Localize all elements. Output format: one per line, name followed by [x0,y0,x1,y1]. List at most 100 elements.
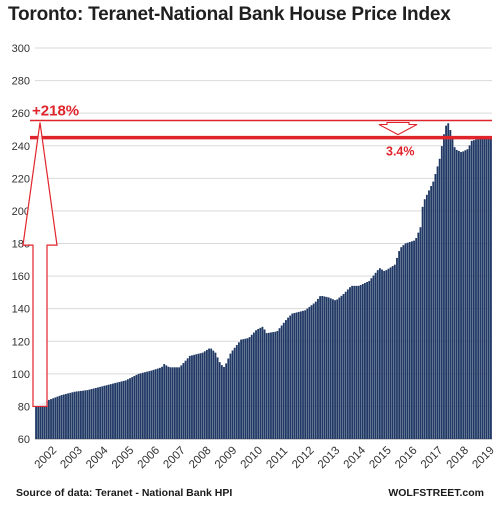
data-bar [197,353,200,439]
data-bar [39,404,42,439]
x-tick-label: 2010 [239,445,266,472]
data-bar [413,240,415,439]
data-bar [109,384,112,439]
data-bar [393,264,396,439]
data-bar [285,320,287,439]
data-bar [368,280,371,439]
y-tick-label: 260 [12,108,30,120]
data-bar [84,390,87,439]
data-bar [374,272,377,439]
data-bar [291,313,294,439]
data-bar [272,332,275,439]
data-bar [114,383,116,439]
data-bar [180,365,183,439]
data-bar [430,186,433,439]
data-bar [223,366,225,439]
data-bar [167,366,170,439]
data-bar [453,147,456,439]
data-bar [370,278,373,439]
y-tick-label: 280 [12,76,30,88]
data-bar [366,281,368,439]
data-bar [62,394,65,439]
data-bar [479,138,482,439]
data-bar [137,373,140,439]
data-bar [340,295,343,439]
data-bar [302,310,304,439]
data-bar [41,403,44,439]
data-bar [238,342,240,439]
x-tick-label: 2002 [33,445,60,472]
data-bar [244,338,247,439]
data-bar [297,311,300,439]
data-bar [274,331,277,439]
data-bar [56,396,59,439]
data-bar [257,328,260,439]
data-bar [139,373,142,439]
data-bar [428,190,430,439]
data-bar [338,297,341,439]
data-bar [146,371,149,439]
data-bar [54,397,57,439]
data-bar [451,138,454,439]
x-tick-label: 2019 [470,445,496,472]
growth-arrow [22,122,58,408]
data-bar [233,347,236,439]
data-bar [47,399,50,439]
data-bar [205,349,208,439]
data-bar [58,395,61,439]
data-bar [411,241,413,439]
data-bar [419,227,422,439]
data-bar [361,284,364,439]
data-bar [349,287,351,439]
data-bar [325,296,328,439]
data-bar [120,381,123,439]
y-tick-label: 100 [12,369,30,381]
data-bar [225,363,228,439]
x-tick-label: 2006 [136,445,163,472]
y-tick-label: 200 [12,206,30,218]
data-bar [103,385,106,439]
x-tick-labels: 2002 2003 2004 2005 2006 2007 2008 2009 2010 2011… [33,444,496,471]
data-bar [317,298,319,439]
data-bar [144,372,146,439]
data-bar [242,339,245,439]
data-bar [263,329,266,439]
data-bar [35,406,37,439]
y-tick-label: 60 [18,434,30,446]
data-bar [280,325,283,439]
x-tick-label: 2017 [419,445,446,472]
data-bar [483,138,486,439]
data-bar [112,383,114,439]
data-bar [201,352,204,439]
data-bar [135,374,138,439]
data-bar [154,369,157,439]
data-bar [252,332,255,439]
data-bar [355,285,358,439]
data-bar [396,257,398,439]
data-bar [182,363,185,439]
data-bar [176,367,178,439]
data-bar [319,296,322,439]
data-bar [421,206,424,439]
data-bar [372,275,375,439]
data-bar [314,301,317,439]
data-bar [159,367,161,439]
data-bar [387,268,390,439]
data-bar [90,389,93,439]
data-bar [259,327,262,439]
data-bar [417,232,420,439]
data-bar [398,251,401,439]
data-bar [255,330,257,439]
data-bar [466,149,469,439]
data-bar [184,360,187,439]
data-bar [101,386,104,439]
data-bar [445,125,448,439]
data-bar [383,270,386,439]
data-bar [218,362,221,439]
data-bar [131,377,134,439]
data-bar [88,389,91,439]
y-tick-label: 240 [12,141,30,153]
x-tick-label: 2011 [264,445,290,471]
data-bar [71,392,74,439]
data-bar [331,299,334,439]
